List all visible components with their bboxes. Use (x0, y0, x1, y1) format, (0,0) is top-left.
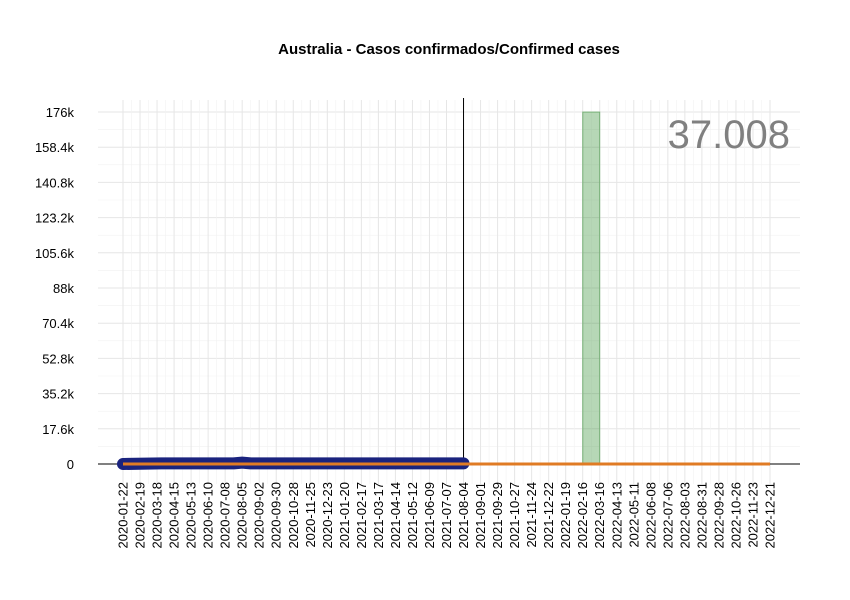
x-tick-label: 2022-04-13 (609, 482, 624, 549)
x-tick-label: 2020-12-23 (320, 482, 335, 549)
x-tick-label: 2022-10-26 (728, 482, 743, 549)
x-tick-label: 2021-04-14 (388, 482, 403, 549)
x-tick-label: 2021-11-24 (524, 482, 539, 548)
highlight-bar (582, 111, 601, 465)
x-tick-label: 2022-02-16 (575, 482, 590, 549)
series-lines (117, 456, 770, 470)
x-tick-label: 2020-08-05 (235, 482, 250, 549)
x-tick-label: 2021-01-20 (337, 482, 352, 549)
x-tick-label: 2022-08-31 (694, 482, 709, 549)
y-tick-labels: 0 17.6k 35.2k 52.8k 70.4k 88k 105.6k 123.2k 140.… (35, 105, 75, 472)
x-tick-label: 2022-06-08 (643, 482, 658, 549)
x-tick-label: 2021-05-12 (405, 482, 420, 549)
highlight-band (582, 111, 601, 465)
y-tick-label: 52.8k (42, 351, 74, 366)
y-tick-label: 70.4k (42, 316, 74, 331)
grid (98, 100, 800, 484)
x-tick-label: 2022-07-06 (660, 482, 675, 549)
x-tick-label: 2020-04-15 (167, 482, 182, 549)
x-tick-label: 2021-03-17 (371, 482, 386, 549)
x-tick-label: 2020-05-13 (184, 482, 199, 549)
x-tick-label: 2020-03-18 (150, 482, 165, 549)
x-tick-label: 2021-02-17 (354, 482, 369, 549)
x-tick-labels: 2020-01-22 2020-02-19 2020-03-18 2020-04-15… (116, 482, 778, 549)
x-tick-label: 2021-07-07 (439, 482, 454, 549)
x-tick-label: 2022-08-03 (677, 482, 692, 549)
x-tick-label: 2020-10-28 (286, 482, 301, 549)
x-tick-label: 2021-12-22 (541, 482, 556, 549)
x-tick-label: 2021-08-04 (456, 482, 471, 549)
y-tick-label: 176k (46, 105, 75, 120)
big-number: 37.008 (668, 113, 790, 157)
x-tick-label: 2020-09-30 (269, 482, 284, 549)
x-tick-label: 2021-06-09 (422, 482, 437, 549)
x-tick-label: 2022-03-16 (592, 482, 607, 549)
x-tick-label: 2022-11-23 (746, 482, 761, 548)
x-tick-label: 2022-05-11 (626, 482, 641, 548)
y-tick-label: 105.6k (35, 246, 75, 261)
x-tick-label: 2020-01-22 (116, 482, 131, 549)
y-tick-label: 0 (67, 457, 74, 472)
chart-title: Australia - Casos confirmados/Confirmed … (278, 41, 620, 58)
y-tick-label: 158.4k (35, 140, 75, 155)
x-tick-label: 2021-09-29 (490, 482, 505, 549)
y-tick-label: 35.2k (42, 387, 74, 402)
x-tick-label: 2020-07-08 (218, 482, 233, 549)
x-tick-label: 2020-11-25 (303, 482, 318, 548)
y-tick-label: 123.2k (35, 211, 75, 226)
x-tick-label: 2022-12-21 (763, 482, 778, 549)
x-tick-label: 2022-09-28 (711, 482, 726, 549)
x-tick-label: 2020-09-02 (252, 482, 267, 549)
x-tick-label: 2022-01-19 (558, 482, 573, 549)
x-tick-label: 2020-02-19 (133, 482, 148, 549)
y-tick-label: 140.8k (35, 175, 75, 190)
y-tick-label: 88k (53, 281, 74, 296)
x-tick-label: 2021-09-01 (473, 482, 488, 549)
y-tick-label: 17.6k (42, 422, 74, 437)
x-tick-label: 2020-06-10 (201, 482, 216, 549)
x-tick-label: 2021-10-27 (507, 482, 522, 549)
